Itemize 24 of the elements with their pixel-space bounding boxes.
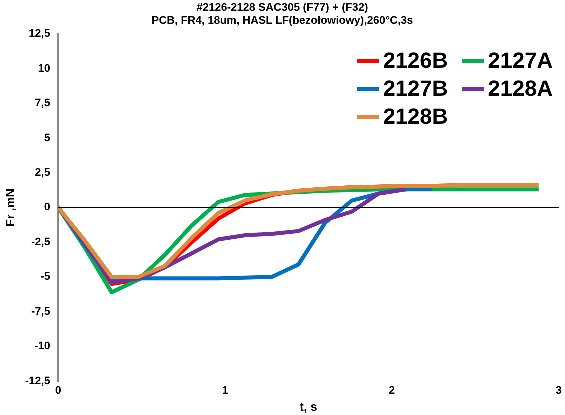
legend-label: 2126B — [382, 48, 448, 74]
y-tick-label: 2,5 — [35, 166, 50, 179]
x-tick-label: 3 — [556, 385, 562, 398]
legend-label: 2127B — [382, 76, 448, 102]
y-tick-label: 12,5 — [29, 28, 50, 40]
y-tick-label: 0 — [44, 202, 50, 214]
y-tick-label: -2,5 — [32, 236, 50, 248]
y-tick-label: -5 — [40, 271, 50, 284]
chart-subtitle: PCB, FR4, 18um, HASL LF(bezołowiowy),260°C,3s — [150, 15, 414, 28]
x-axis-title: t, s — [300, 400, 318, 414]
y-tick-label: -7,5 — [32, 306, 50, 318]
legend-label: 2128A — [487, 76, 553, 102]
y-tick-label: -12,5 — [25, 375, 50, 388]
x-tick-label: 0 — [55, 385, 62, 398]
x-tick-label: 2 — [389, 385, 396, 398]
y-tick-label: 5 — [44, 132, 50, 144]
y-tick-label: 7,5 — [35, 98, 50, 110]
x-tick-label: 1 — [222, 385, 228, 398]
y-tick-label: 10 — [38, 62, 50, 75]
legend-label: 2128B — [382, 104, 448, 130]
y-tick-label: -10 — [34, 340, 50, 353]
y-axis-title: Fr ,mN — [4, 188, 18, 227]
chart-title: #2126-2128 SAC305 (F77) + (F32) — [196, 2, 370, 15]
legend-label: 2127A — [487, 48, 553, 74]
